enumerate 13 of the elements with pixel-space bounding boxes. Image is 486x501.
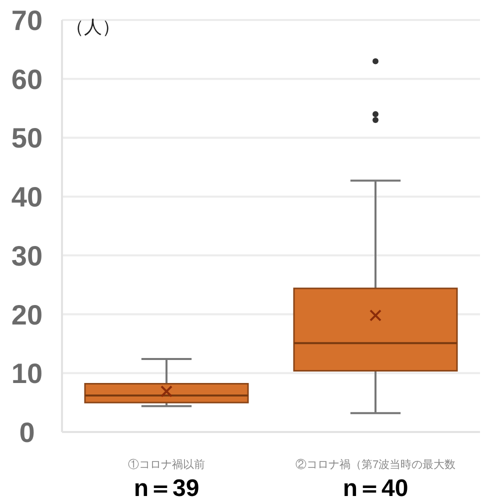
y-tick-label: 0 bbox=[19, 417, 35, 448]
y-tick-label: 30 bbox=[11, 240, 43, 272]
y-axis-title: （人） bbox=[66, 17, 120, 37]
y-tick-label: 10 bbox=[11, 358, 43, 390]
y-tick-label: 20 bbox=[11, 299, 43, 330]
y-tick-label: 60 bbox=[11, 64, 43, 95]
x-tick-label: ②コロナ禍（第7波当時の最大数 bbox=[295, 458, 456, 471]
y-tick-label: 40 bbox=[11, 182, 43, 213]
text: n＝39 bbox=[134, 475, 200, 501]
y-tick-label: 70 bbox=[11, 5, 43, 36]
y-tick-label: 50 bbox=[11, 122, 43, 154]
x-tick-label: ①コロナ禍以前 bbox=[128, 458, 205, 471]
text: n＝40 bbox=[342, 475, 408, 501]
